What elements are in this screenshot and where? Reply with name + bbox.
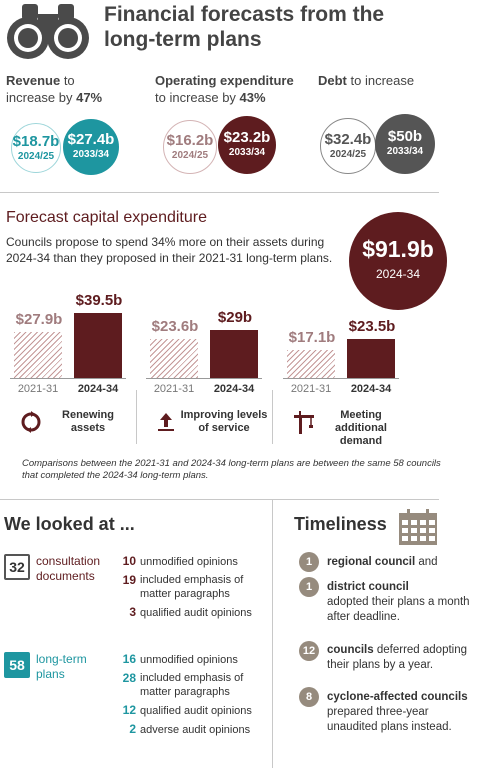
debt-old-circle: $32.4b 2024/25 <box>320 118 376 174</box>
page-title: Financial forecasts from the long-term p… <box>104 3 385 51</box>
divider <box>136 390 137 444</box>
crane-icon <box>293 411 315 440</box>
timeliness-number: 8 <box>299 687 319 707</box>
data-label: $29b <box>217 309 253 327</box>
chart-bar <box>150 339 198 378</box>
ltp-label: long-term plans <box>36 652 87 681</box>
capital-total-circle: $91.9b 2024-34 <box>349 212 447 310</box>
revenue-heading: Revenue to increase by 47% <box>6 73 103 105</box>
tick-label: 2021-31 <box>17 383 59 395</box>
consultation-label: consultation documents <box>36 554 101 583</box>
timeliness-item: councils deferred adopting their plans b… <box>327 644 468 671</box>
revenue-old-circle: $18.7b 2024/25 <box>11 123 61 173</box>
list-item: 2 adverse audit opinions <box>129 722 251 736</box>
capital-title: Forecast capital expenditure <box>6 209 207 226</box>
list-item: 12 qualified audit opinions <box>122 703 252 717</box>
consultation-opinions: 10 unmodified opinions 19 included emphasi… <box>118 554 268 620</box>
tick-label: 2021-31 <box>290 383 332 395</box>
capex-chart: $27.9b 2021-31 $39.5b 2024-34 Renewing asset… <box>0 285 485 447</box>
divider <box>0 192 439 193</box>
timeliness-number: 1 <box>299 577 319 597</box>
list-item: 10 unmodified opinions <box>122 554 238 568</box>
chart-bar <box>74 313 122 378</box>
chart-bar <box>210 330 258 378</box>
timeliness-item: district council adopted their plans a mo… <box>327 581 470 623</box>
tick-label: 2024-34 <box>77 383 119 395</box>
chart-bar <box>287 349 335 378</box>
timeliness-number: 12 <box>299 641 319 661</box>
capital-text: Councils propose to spend 34% more on th… <box>6 235 333 265</box>
category-label: Renewing assets <box>62 409 114 434</box>
calendar-icon <box>399 509 437 545</box>
renew-icon <box>20 411 42 438</box>
divider <box>272 390 273 444</box>
document-icon: 58 <box>4 652 30 678</box>
chart-bar <box>347 339 395 378</box>
data-label: $17.1b <box>288 328 336 346</box>
list-item: 19 included emphasis of matter paragraphs <box>122 573 244 600</box>
list-item: 16 unmodified opinions <box>122 652 238 666</box>
timeliness-item: cyclone-affected councils prepared three-… <box>327 691 468 733</box>
binoculars-icon <box>7 4 89 59</box>
axis-line <box>10 378 126 379</box>
debt-heading: Debt to increase <box>318 73 415 88</box>
timeliness-title: Timeliness <box>294 514 387 534</box>
axis-line <box>283 378 399 379</box>
data-label: $39.5b <box>75 292 123 309</box>
tick-label: 2024-34 <box>350 383 392 395</box>
arrow-up-icon <box>156 411 176 438</box>
axis-line <box>146 378 262 379</box>
data-label: $27.9b <box>15 311 63 329</box>
ltp-opinions: 16 unmodified opinions 28 included emphasi… <box>118 652 268 737</box>
data-label: $23.6b <box>151 318 199 336</box>
category-label: Improving levels of service <box>180 409 268 434</box>
category-label: Meeting additional demand <box>335 409 387 447</box>
data-label: $23.5b <box>348 318 396 336</box>
revenue-new-circle: $27.4b 2033/34 <box>63 119 119 175</box>
tick-label: 2024-34 <box>213 383 255 395</box>
divider <box>0 499 439 500</box>
opex-old-circle: $16.2b 2024/25 <box>163 120 217 174</box>
opex-heading: Operating expenditure to increase by 43% <box>155 73 294 105</box>
timeliness-number: 1 <box>299 552 319 572</box>
tick-label: 2021-31 <box>153 383 195 395</box>
timeliness-item: regional council and <box>327 556 438 568</box>
list-item: 3 qualified audit opinions <box>129 605 252 619</box>
footnote: Comparisons between the 2021-31 and 2024… <box>22 458 441 481</box>
looked-title: We looked at ... <box>4 514 135 534</box>
debt-new-circle: $50b 2033/34 <box>375 114 435 174</box>
opex-new-circle: $23.2b 2033/34 <box>218 116 276 174</box>
divider <box>272 500 273 768</box>
list-item: 28 included emphasis of matter paragraphs <box>122 671 244 698</box>
document-icon: 32 <box>4 554 30 580</box>
chart-bar <box>14 332 62 378</box>
